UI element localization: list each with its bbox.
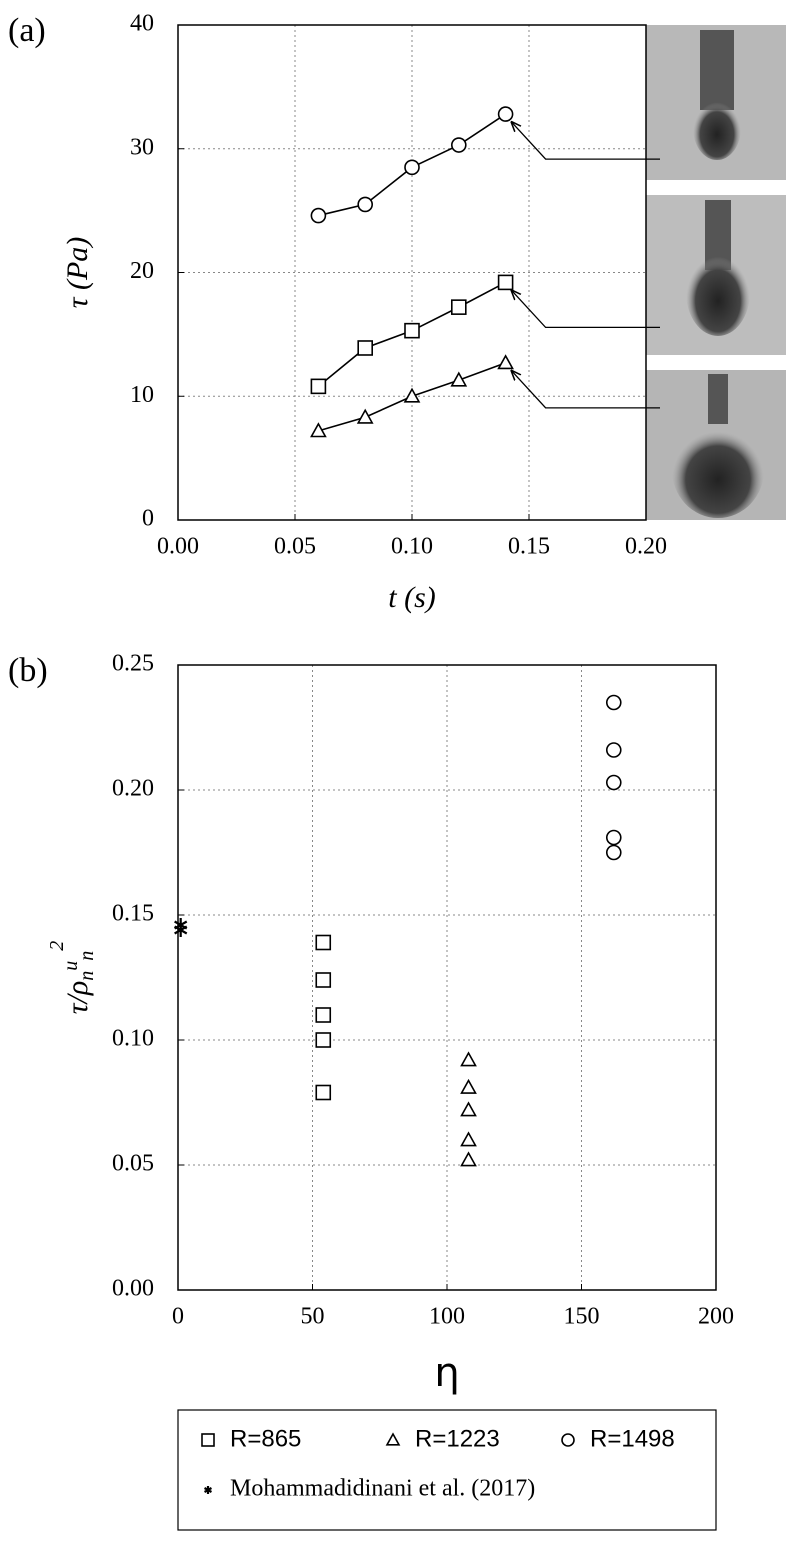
y-tick-label: 10 [130, 382, 154, 408]
y-axis-label: τ/ρnun2 [46, 941, 98, 1014]
point [460, 1078, 477, 1094]
point [315, 972, 332, 988]
point [315, 934, 332, 951]
photo-blob [686, 248, 750, 336]
point [460, 1131, 477, 1147]
y-axis-label-part: u [60, 961, 82, 971]
photo-arrow [512, 290, 660, 329]
y-axis-label: τ (Pa) [61, 237, 94, 309]
panel-label: (a) [8, 12, 46, 49]
legend-label: Mohammadidinani et al. (2017) [230, 1476, 535, 1502]
point [497, 354, 514, 370]
legend-marker [561, 1433, 575, 1447]
x-tick-label: 0 [172, 1304, 184, 1330]
plot-frame [177, 664, 717, 1291]
point [605, 774, 622, 791]
point [404, 159, 420, 176]
y-axis-label-part: 2 [46, 941, 68, 951]
photo-blob [693, 96, 741, 160]
point [310, 378, 327, 395]
y-axis-label-part: n [76, 951, 98, 961]
point [403, 387, 421, 403]
point [460, 1051, 477, 1067]
point [174, 923, 188, 937]
y-tick-label: 0.15 [112, 901, 154, 927]
point [460, 1101, 477, 1117]
legend-marker [203, 1486, 213, 1494]
point [310, 422, 327, 438]
y-tick-label: 0 [142, 506, 154, 532]
x-axis-label: t (s) [388, 581, 436, 614]
point [356, 408, 374, 424]
point [450, 137, 467, 153]
y-tick-label: 30 [130, 134, 154, 160]
point [497, 274, 514, 291]
x-tick-label: 0.10 [391, 534, 433, 560]
point [460, 1151, 477, 1167]
point [404, 322, 420, 339]
legend-frame [177, 1409, 717, 1531]
legend-marker [385, 1432, 401, 1446]
y-tick-label: 0.05 [112, 1151, 154, 1177]
y-tick-label: 0.10 [112, 1026, 154, 1052]
point [605, 829, 622, 846]
y-tick-label: 0.25 [112, 651, 154, 677]
point [497, 106, 514, 122]
panel-label: (b) [8, 652, 48, 689]
point [315, 1007, 332, 1023]
photos [646, 25, 786, 520]
point [605, 742, 622, 758]
x-tick-label: 150 [564, 1304, 600, 1330]
legend-label: R=865 [230, 1425, 301, 1452]
photo-arrow [512, 122, 660, 160]
photo-plume [708, 374, 728, 424]
point [450, 299, 467, 315]
x-tick-label: 0.00 [157, 534, 199, 560]
y-tick-label: 0.00 [112, 1276, 154, 1302]
y-tick-label: 40 [130, 11, 154, 37]
x-tick-label: 200 [698, 1304, 734, 1330]
point [315, 1032, 332, 1048]
x-tick-label: 50 [301, 1304, 325, 1330]
x-tick-label: 0.05 [274, 534, 316, 560]
legend-marker [201, 1433, 215, 1447]
point [310, 207, 327, 224]
plot-frame [177, 24, 647, 521]
point [315, 1084, 332, 1101]
legend-label: R=1498 [590, 1425, 675, 1452]
y-tick-label: 20 [130, 258, 154, 284]
x-tick-label: 0.15 [508, 534, 550, 560]
point [450, 371, 468, 387]
point [357, 340, 374, 356]
x-axis-label: η [434, 1350, 459, 1396]
y-axis-label-part: n [76, 971, 98, 981]
x-tick-label: 0.20 [625, 534, 667, 560]
photo-arrow [512, 371, 660, 409]
point [605, 694, 622, 711]
y-axis-label-part: τ/ρ [61, 981, 94, 1014]
x-tick-label: 100 [429, 1304, 465, 1330]
point [605, 844, 622, 861]
legend-label: R=1223 [415, 1425, 500, 1452]
y-tick-label: 0.20 [112, 776, 154, 802]
point [357, 196, 374, 213]
photo-blob [672, 422, 764, 518]
